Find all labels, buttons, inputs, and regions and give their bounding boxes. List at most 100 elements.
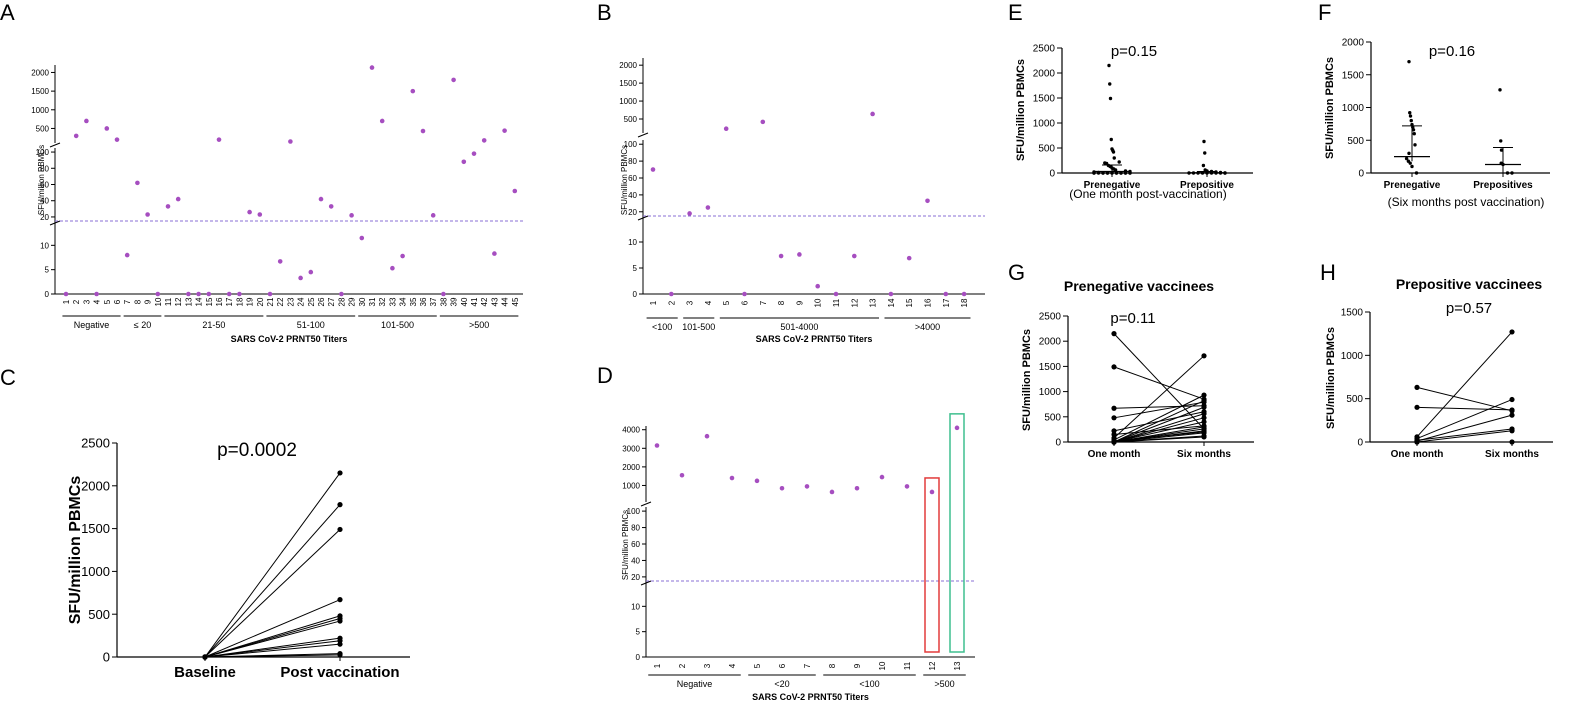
data-point	[1201, 353, 1207, 359]
x-tick-label: Prepositives	[1473, 180, 1533, 191]
y-axis-title: SFU/million PBMCs	[620, 145, 629, 215]
x-tick-label: 5	[722, 300, 731, 305]
y-tick-label: 0	[45, 290, 50, 299]
group-label: 101-500	[381, 320, 414, 330]
data-point	[943, 291, 949, 297]
y-tick-label: 0	[103, 650, 110, 665]
y-tick-label: 0	[1358, 169, 1364, 180]
pair-line	[204, 529, 341, 658]
data-point	[852, 253, 857, 259]
data-point	[723, 126, 729, 131]
data-point	[277, 259, 283, 264]
x-tick-label: 21	[266, 297, 275, 306]
y-tick-label: 1000	[1342, 103, 1365, 114]
panel-label-h: H	[1320, 260, 1336, 285]
data-point	[1201, 426, 1207, 432]
data-point	[1111, 439, 1117, 445]
x-tick-label: 33	[388, 297, 397, 306]
data-point	[954, 425, 960, 431]
y-tick-label: 0	[636, 653, 641, 662]
x-tick-label: 14	[887, 298, 896, 307]
x-tick-label: 22	[276, 297, 285, 306]
y-tick-label: 0	[633, 290, 638, 299]
data-point	[420, 128, 426, 134]
pair-line	[1113, 413, 1205, 443]
data-point	[833, 291, 839, 297]
data-point	[337, 526, 343, 533]
data-point	[186, 291, 191, 297]
data-point	[1111, 405, 1117, 411]
data-point	[196, 291, 201, 297]
x-tick-label: 32	[378, 297, 387, 306]
data-point	[216, 137, 222, 142]
data-point	[400, 253, 405, 259]
data-point	[359, 235, 365, 241]
chart-subtitle: (Six months post vaccination)	[1388, 195, 1545, 209]
x-tick-label: 13	[184, 297, 193, 306]
data-point	[1201, 411, 1207, 417]
chart-title: Prenegative vaccinees	[1064, 278, 1214, 294]
x-tick-label: 25	[307, 297, 316, 306]
x-tick-label: 26	[317, 297, 326, 306]
group-label: 501-4000	[780, 322, 818, 332]
y-tick-label: 1000	[1039, 387, 1062, 398]
data-point	[1407, 151, 1411, 156]
x-tick-label: One month	[1391, 449, 1444, 460]
x-tick-label: 15	[205, 297, 214, 306]
data-point	[451, 77, 456, 83]
data-point	[288, 139, 293, 144]
x-tick-label: 18	[235, 297, 244, 306]
data-point	[1408, 161, 1412, 165]
y-tick-label: 10	[40, 241, 49, 250]
x-tick-label: 43	[490, 297, 499, 306]
group-label: 51-100	[297, 320, 325, 330]
x-tick-label: 16	[215, 297, 224, 306]
y-tick-label: 1000	[1341, 351, 1364, 362]
data-point	[650, 167, 656, 172]
x-tick-label: 10	[878, 661, 887, 670]
data-point	[1201, 415, 1207, 421]
x-tick-label: 36	[419, 297, 428, 306]
data-point	[888, 291, 894, 297]
x-tick-label: 39	[450, 297, 459, 306]
data-point	[669, 291, 674, 297]
pair-line	[1416, 399, 1513, 439]
y-axis-title: SFU/million PBMCs	[621, 510, 630, 580]
data-point	[124, 252, 130, 258]
data-point	[1201, 404, 1207, 410]
x-tick-label: 11	[903, 661, 912, 670]
data-point	[1410, 164, 1414, 169]
data-point	[1412, 132, 1416, 136]
x-tick-label: 30	[358, 297, 367, 306]
data-point	[679, 472, 685, 478]
y-tick-label: 2500	[81, 436, 110, 451]
x-tick-label: 1	[649, 300, 658, 305]
data-point	[84, 118, 89, 124]
axis-break-mark	[640, 501, 652, 507]
y-tick-label: 80	[628, 157, 637, 166]
y-tick-label: 500	[1346, 394, 1363, 405]
data-point	[379, 118, 385, 124]
y-tick-label: 80	[631, 524, 640, 533]
data-point	[1509, 439, 1515, 445]
data-point	[247, 209, 252, 215]
data-point	[854, 485, 860, 491]
data-point	[906, 255, 912, 261]
data-point	[135, 180, 140, 186]
data-point	[1414, 404, 1420, 410]
data-point	[904, 484, 910, 489]
x-tick-label: 7	[759, 300, 768, 305]
y-tick-label: 1000	[31, 106, 49, 115]
pair-line	[1113, 417, 1205, 443]
y-tick-label: 2000	[622, 463, 640, 472]
data-point	[145, 212, 150, 217]
data-point	[104, 126, 110, 131]
data-point	[1117, 160, 1121, 164]
y-tick-label: 100	[624, 140, 638, 149]
data-point	[1203, 151, 1207, 155]
data-point	[237, 291, 242, 297]
group-label: 21-50	[202, 320, 225, 330]
y-axis-title: SFU/million PBMCs	[37, 145, 46, 215]
group-label: <100	[652, 322, 672, 332]
